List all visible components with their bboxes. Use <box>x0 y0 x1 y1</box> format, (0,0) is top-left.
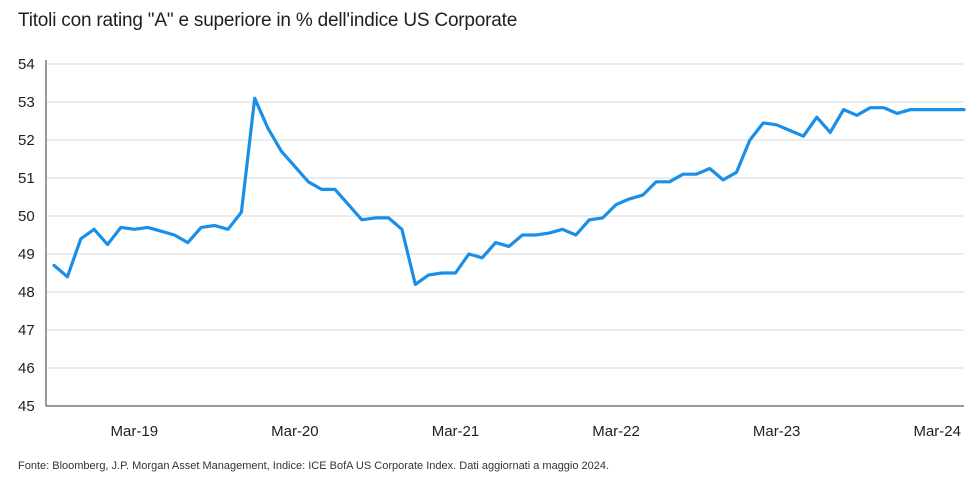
y-tick-label: 54 <box>18 56 35 73</box>
x-tick-label: Mar-24 <box>913 423 961 440</box>
x-tick-labels: Mar-19 Mar-20 Mar-21 Mar-22 Mar-23 Mar-24 <box>111 423 961 440</box>
y-tick-label: 49 <box>18 246 35 263</box>
y-tick-label: 47 <box>18 322 35 339</box>
y-tick-label: 51 <box>18 170 35 187</box>
grid-lines <box>46 63 964 369</box>
y-tick-label: 46 <box>18 360 35 377</box>
y-tick-label: 52 <box>18 132 35 149</box>
x-tick-label: Mar-19 <box>111 423 159 440</box>
data-series <box>52 96 966 286</box>
x-tick-label: Mar-23 <box>753 423 801 440</box>
x-tick-label: Mar-21 <box>432 423 480 440</box>
y-tick-labels: 45 46 47 48 49 50 51 52 53 54 <box>18 56 35 415</box>
axes <box>45 60 964 407</box>
series-line <box>52 96 966 286</box>
y-tick-label: 53 <box>18 94 35 111</box>
chart-title: Titoli con rating "A" e superiore in % d… <box>18 10 518 31</box>
y-tick-label: 48 <box>18 284 35 301</box>
y-tick-label: 50 <box>18 208 35 225</box>
y-tick-label: 45 <box>18 398 35 415</box>
x-tick-label: Mar-22 <box>592 423 640 440</box>
x-tick-label: Mar-20 <box>271 423 319 440</box>
source-note: Fonte: Bloomberg, J.P. Morgan Asset Mana… <box>18 460 610 472</box>
